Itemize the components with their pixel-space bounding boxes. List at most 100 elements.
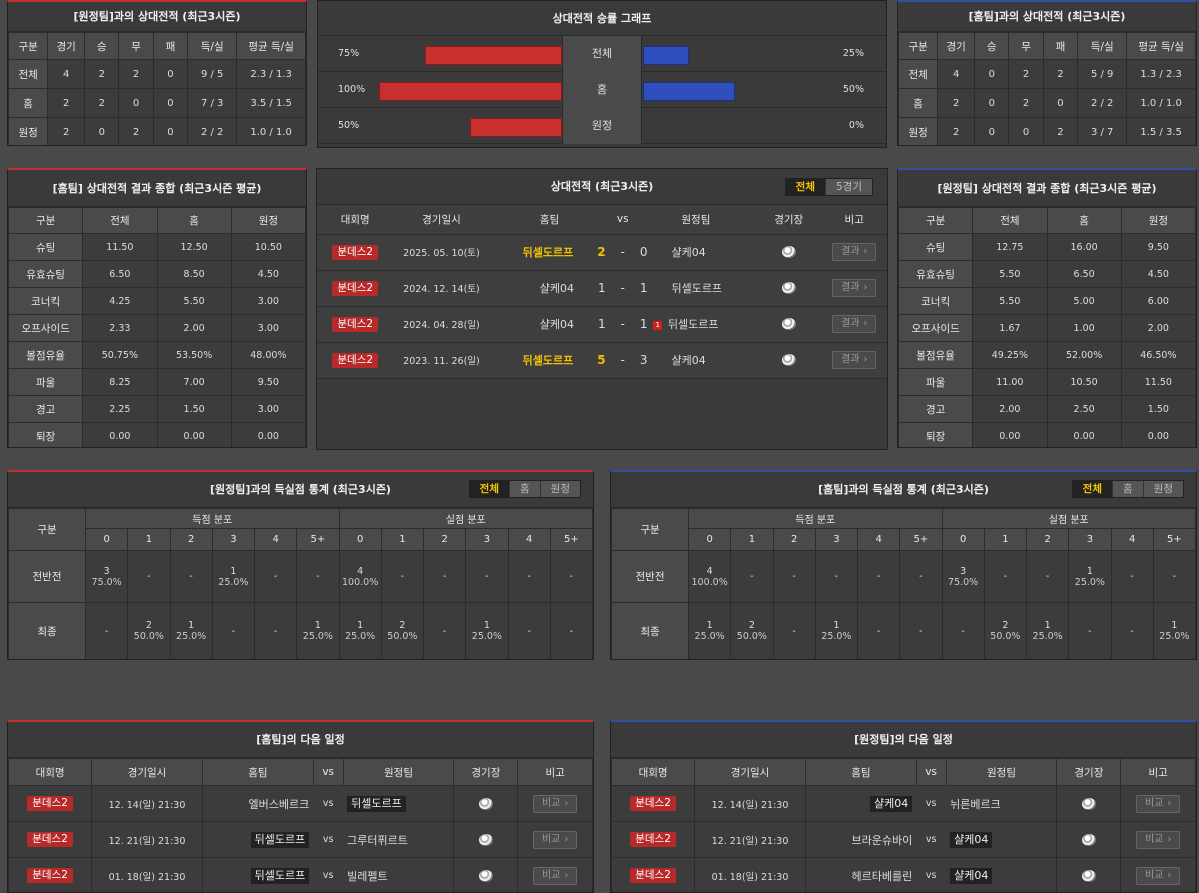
- home-team-cell: 헤르타베를린: [804, 857, 917, 892]
- count: -: [919, 571, 923, 582]
- summary-table: 구분 전체 홈 원정 슈팅 12.75 16.00 9.50 유효슈팅 5.50 6.50 4.50 코…: [898, 207, 1196, 447]
- panel-title-text: [원정팀]과의 득실점 통계 (최근3시즌): [210, 483, 391, 496]
- row-label: 최종: [8, 602, 86, 659]
- header-row: 구분 전체 홈 원정: [8, 207, 306, 234]
- stadium-cell: [755, 306, 822, 343]
- stadium-cell: [453, 857, 519, 892]
- stadium-icon[interactable]: [1081, 797, 1096, 810]
- count: -: [1130, 625, 1134, 637]
- count: -: [189, 571, 193, 582]
- stat-cell: 2 50.0%: [127, 602, 171, 659]
- stadium-icon[interactable]: [781, 246, 796, 258]
- league-cell: 분데스2: [317, 306, 394, 343]
- tab-away[interactable]: 원정: [1153, 483, 1173, 495]
- cell: 53.50%: [156, 341, 232, 369]
- cell: 7.00: [156, 368, 232, 396]
- cell: 0: [1008, 117, 1044, 145]
- home-team-cell: 브라운슈바이: [804, 821, 917, 858]
- match-date: 2024. 04. 28(일): [393, 306, 490, 343]
- cell: 2: [84, 59, 120, 89]
- left-rate: 75%: [338, 48, 360, 59]
- compare-button[interactable]: 비교 ›: [532, 830, 578, 849]
- away-score: 3: [639, 353, 648, 367]
- match-date: 2024. 12. 14(토): [393, 270, 490, 307]
- count: -: [834, 571, 839, 582]
- compare-button[interactable]: 비교 ›: [532, 794, 578, 813]
- home-team: 뒤셀도르프: [522, 246, 574, 259]
- col-header: 구분: [611, 508, 689, 551]
- stat-cell: 4 100.0%: [687, 550, 732, 603]
- col-header: 대회명: [317, 205, 394, 235]
- home-team-cell: 샬케04 1: [489, 270, 610, 307]
- cell: 1.00: [1046, 314, 1122, 342]
- league-badge: 분데스2: [27, 796, 73, 811]
- count: -: [1172, 571, 1177, 582]
- count: -: [1130, 571, 1134, 582]
- cell: 10.50: [230, 233, 306, 261]
- stadium-cell: [453, 785, 519, 822]
- cell: 12.50: [156, 233, 232, 261]
- stadium-icon[interactable]: [1081, 869, 1096, 882]
- count: -: [792, 571, 796, 582]
- compare-button-label: 비교: [1144, 833, 1164, 845]
- col-header: 패: [152, 32, 189, 60]
- tab-home[interactable]: 홈: [1113, 481, 1144, 497]
- result-button[interactable]: 결과 ›: [832, 279, 877, 297]
- tab-all[interactable]: 전체: [785, 179, 826, 195]
- away-team: 샬케04: [671, 354, 706, 367]
- stadium-icon[interactable]: [781, 318, 796, 330]
- league-badge: 분데스2: [332, 352, 379, 368]
- row-label: 홈: [8, 88, 49, 118]
- home-score: 5: [597, 353, 606, 367]
- result-button[interactable]: 결과 ›: [832, 315, 877, 333]
- stat-cell: 1 25.0%: [169, 602, 213, 659]
- match-date: 12. 21(일) 21:30: [694, 821, 806, 858]
- col-header: 구분: [8, 207, 84, 234]
- stadium-icon[interactable]: [1081, 833, 1096, 846]
- tab-all[interactable]: 전체: [469, 481, 510, 497]
- goals-filter-tabs: 전체 홈 원정: [468, 480, 581, 498]
- count: 2: [1002, 620, 1009, 631]
- compare-button-label: 비교: [541, 797, 561, 809]
- header-row: 대회명 경기일시 홈팀 vs 원정팀 경기장 비고: [317, 205, 887, 235]
- tab-all[interactable]: 전체: [1072, 481, 1113, 497]
- stadium-icon[interactable]: [478, 797, 493, 810]
- home-team: 샬케04: [870, 795, 913, 812]
- cell: 4.50: [230, 260, 306, 288]
- percent: 50.0%: [387, 631, 418, 642]
- stadium-icon[interactable]: [781, 282, 796, 294]
- col-header: 5+: [296, 528, 340, 551]
- tab-home[interactable]: 홈: [510, 481, 541, 497]
- col-header: 원정팀: [635, 205, 756, 235]
- away-team-cell: 1 뒤셀도르프: [635, 270, 756, 307]
- note-cell: 비교 ›: [1120, 857, 1196, 892]
- right-rate: 50%: [842, 84, 864, 95]
- stadium-icon[interactable]: [478, 833, 493, 846]
- away-score: 0: [639, 245, 648, 259]
- result-button[interactable]: 결과 ›: [832, 351, 877, 369]
- compare-button[interactable]: 비교 ›: [1135, 830, 1181, 849]
- away-summary-panel: [원정팀] 상대전적 결과 종합 (최근3시즌 평균) 구분 전체 홈 원정 슈팅 12.…: [897, 168, 1197, 448]
- col-header: 경기: [937, 32, 976, 60]
- tab-away[interactable]: 원정: [550, 483, 570, 495]
- cell: 0.00: [230, 422, 306, 447]
- compare-button[interactable]: 비교 ›: [1135, 866, 1181, 885]
- match-row: 분데스2 2024. 12. 14(토) 샬케04 1-1 뒤셀도르프 결과 ›: [317, 270, 887, 307]
- stadium-icon[interactable]: [781, 354, 796, 366]
- count: -: [316, 571, 320, 582]
- col-header: 평균 득/실: [236, 32, 306, 60]
- compare-button[interactable]: 비교 ›: [532, 866, 578, 885]
- cell: 0: [84, 117, 120, 145]
- league-badge: 분데스2: [332, 316, 379, 332]
- cell: 5.50: [156, 287, 232, 315]
- away-team: 뒤셀도르프: [671, 282, 723, 295]
- stat-cell: 1 25.0%: [338, 602, 382, 659]
- h2h-table: 구분 경기 승 무 패 득/실 평균 득/실 전체 4 2 2 0 9 / 5 2.3 / 1.3 홈 2 2 0…: [8, 32, 306, 145]
- stat-cell: -: [422, 550, 467, 603]
- stadium-icon[interactable]: [478, 869, 493, 882]
- tab-5games[interactable]: 5경기: [835, 181, 862, 193]
- compare-button[interactable]: 비교 ›: [1135, 794, 1181, 813]
- result-button[interactable]: 결과 ›: [832, 243, 877, 261]
- count: -: [527, 571, 531, 582]
- table-row: 경고 2.00 2.50 1.50: [898, 395, 1196, 423]
